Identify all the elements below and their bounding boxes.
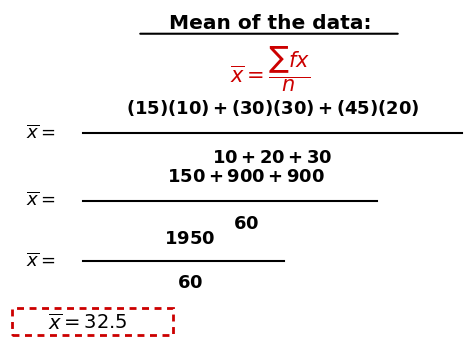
Text: $\mathbf{150 + 900 + 900}$: $\mathbf{150 + 900 + 900}$ bbox=[167, 169, 326, 186]
Text: $\mathbf{1950}$: $\mathbf{1950}$ bbox=[164, 230, 215, 248]
Text: $\overline{x} = \dfrac{\sum fx}{n}$: $\overline{x} = \dfrac{\sum fx}{n}$ bbox=[230, 44, 310, 94]
Text: Mean of the data:: Mean of the data: bbox=[169, 13, 372, 33]
Text: $\overline{x} = 32.5$: $\overline{x} = 32.5$ bbox=[48, 313, 128, 333]
Text: $\mathbf{10 + 20 + 30}$: $\mathbf{10 + 20 + 30}$ bbox=[212, 149, 333, 167]
Text: $\overline{x} =$: $\overline{x} =$ bbox=[26, 192, 56, 209]
Text: $\mathbf{(15)(10) + (30)(30) + (45)(20)}$: $\mathbf{(15)(10) + (30)(30) + (45)(20)}… bbox=[126, 98, 419, 118]
Text: $\overline{x} =$: $\overline{x} =$ bbox=[26, 124, 56, 142]
Text: $\mathbf{60}$: $\mathbf{60}$ bbox=[176, 274, 203, 292]
Text: $\overline{x} =$: $\overline{x} =$ bbox=[26, 252, 56, 270]
Text: $\mathbf{60}$: $\mathbf{60}$ bbox=[233, 215, 260, 233]
